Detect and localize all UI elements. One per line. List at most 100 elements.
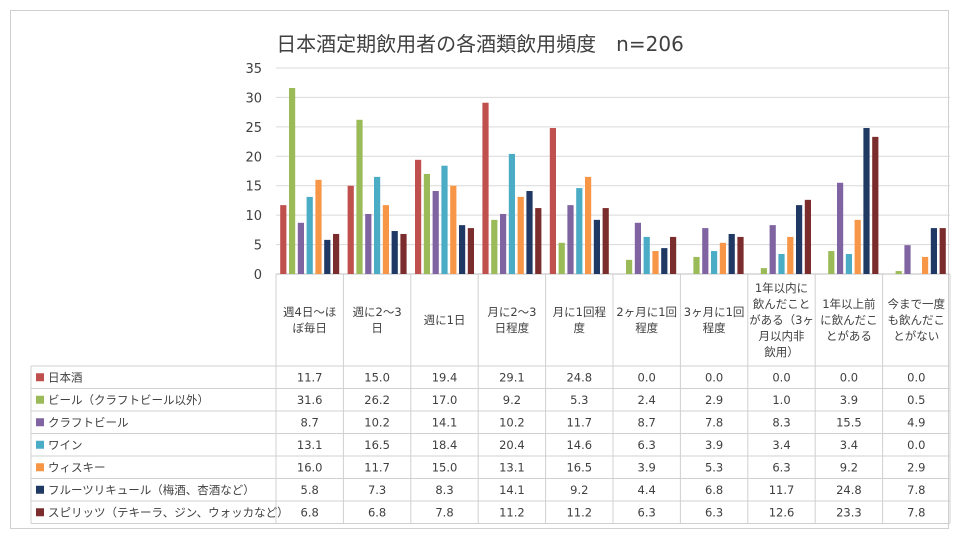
table-cell-s0-c6: 0.0 (705, 370, 723, 384)
table-cell-s4-c8: 9.2 (840, 460, 858, 474)
category-label-8-line-1: に飲んだこ (820, 313, 878, 327)
bar-s6-c0 (333, 233, 340, 274)
bar-s6-c4 (602, 208, 609, 274)
category-label-6-line-1: 程度 (703, 321, 726, 335)
legend-key-4 (36, 463, 44, 472)
y-tick-label-20: 20 (245, 150, 262, 165)
table-cell-s3-c6: 3.9 (705, 438, 723, 452)
category-label-0-line-0: 週4日～ほ (283, 305, 336, 319)
category-label-7-line-4: 飲用） (764, 345, 799, 359)
category-label-9-line-1: も飲んだこ (888, 313, 946, 327)
y-tick-label-25: 25 (245, 121, 262, 136)
bar-s1-c4 (558, 242, 565, 274)
table-cell-s3-c4: 14.6 (566, 438, 592, 452)
table-cell-s6-c0: 6.8 (301, 505, 319, 519)
bar-s0-c0 (280, 205, 287, 274)
category-label-1-line-0: 週に2～3 (353, 305, 402, 319)
table-cell-s0-c5: 0.0 (638, 370, 656, 384)
bar-s6-c7 (804, 199, 811, 274)
bar-s4-c9 (922, 256, 929, 274)
table-cell-s2-c6: 7.8 (705, 415, 723, 429)
table-cell-s1-c5: 2.4 (638, 393, 656, 407)
bar-s5-c7 (796, 205, 803, 274)
table-cell-s3-c5: 6.3 (638, 438, 656, 452)
table-cell-s0-c7: 0.0 (772, 370, 790, 384)
bar-s5-c9 (930, 228, 937, 274)
bar-s1-c3 (491, 219, 498, 274)
table-cell-s3-c9: 0.0 (907, 438, 925, 452)
table-cell-s0-c4: 24.8 (566, 370, 592, 384)
bar-s2-c2 (432, 191, 439, 274)
table-cell-s6-c8: 23.3 (836, 505, 862, 519)
bar-s5-c2 (459, 225, 466, 274)
bar-s0-c1 (347, 185, 354, 274)
bar-s6-c1 (400, 233, 407, 274)
bar-s4-c7 (787, 236, 794, 274)
bar-s6-c9 (939, 228, 946, 274)
table-cell-s4-c3: 13.1 (499, 460, 525, 474)
table-cell-s1-c7: 1.0 (772, 393, 790, 407)
legend-label-4: ウィスキー (48, 460, 106, 474)
bar-s1-c6 (693, 256, 700, 274)
table-cell-s2-c8: 15.5 (836, 415, 862, 429)
table-cell-s5-c9: 7.8 (907, 483, 925, 497)
table-cell-s5-c0: 5.8 (301, 483, 319, 497)
y-tick-label-15: 15 (245, 180, 262, 195)
category-label-1-line-1: 日 (371, 321, 383, 335)
y-tick-label-35: 35 (245, 62, 262, 77)
category-label-9-line-2: とがない (893, 329, 939, 343)
bar-s0-c3 (482, 102, 489, 275)
bar-s2-c8 (837, 182, 844, 274)
table-cell-s2-c0: 8.7 (301, 415, 319, 429)
bar-s6-c8 (872, 136, 879, 274)
bar-s6-c3 (535, 208, 542, 274)
bar-s5-c1 (391, 231, 398, 274)
bar-s0-c4 (549, 128, 556, 274)
bar-s3-c4 (576, 188, 583, 274)
bar-s5-c3 (526, 191, 533, 274)
table-cell-s5-c2: 8.3 (435, 483, 453, 497)
table-cell-s0-c0: 11.7 (297, 370, 323, 384)
table-cell-s6-c1: 6.8 (368, 505, 386, 519)
bar-s4-c8 (854, 219, 861, 274)
table-cell-s0-c9: 0.0 (907, 370, 925, 384)
y-tick-label-0: 0 (254, 268, 262, 283)
table-cell-s2-c9: 4.9 (907, 415, 925, 429)
table-cell-s1-c3: 9.2 (503, 393, 521, 407)
table-cell-s5-c3: 14.1 (499, 483, 525, 497)
table-cell-s1-c2: 17.0 (432, 393, 458, 407)
bar-s2-c7 (769, 225, 776, 274)
table-cell-s6-c3: 11.2 (499, 505, 525, 519)
bar-s5-c5 (661, 248, 668, 274)
table-cell-s1-c6: 2.9 (705, 393, 723, 407)
category-label-5-line-0: 2ヶ月に1回 (616, 305, 677, 319)
table-cell-s4-c2: 15.0 (432, 460, 458, 474)
table-cell-s5-c8: 24.8 (836, 483, 862, 497)
chart-title: 日本酒定期飲用者の各酒類飲用頻度 n=206 (276, 32, 684, 56)
bar-s3-c7 (778, 253, 785, 274)
legend-key-3 (36, 440, 44, 449)
bar-s2-c5 (634, 222, 641, 274)
bar-s1-c5 (626, 259, 633, 274)
category-label-3-line-0: 月に2～3 (487, 305, 536, 319)
chart-frame (10, 10, 949, 529)
table-cell-s0-c2: 19.4 (432, 370, 458, 384)
table-cell-s2-c7: 8.3 (772, 415, 790, 429)
bar-s1-c1 (356, 119, 363, 275)
legend-key-6 (36, 508, 44, 517)
table-cell-s5-c5: 4.4 (638, 483, 656, 497)
bar-s1-c9 (895, 271, 902, 274)
legend-label-0: 日本酒 (48, 370, 83, 384)
bar-s5-c8 (863, 128, 870, 274)
bar-s3-c6 (711, 251, 718, 274)
bar-s4-c1 (382, 205, 389, 274)
category-label-8-line-0: 1年以上前 (822, 297, 875, 311)
bar-s2-c9 (904, 245, 911, 274)
legend-label-3: ワイン (48, 438, 83, 452)
table-cell-s3-c8: 3.4 (840, 438, 858, 452)
table-cell-s4-c5: 3.9 (638, 460, 656, 474)
table-cell-s3-c3: 20.4 (499, 438, 525, 452)
legend-key-0 (36, 373, 44, 382)
table-cell-s2-c2: 14.1 (432, 415, 458, 429)
legend-label-2: クラフトビール (48, 415, 129, 429)
